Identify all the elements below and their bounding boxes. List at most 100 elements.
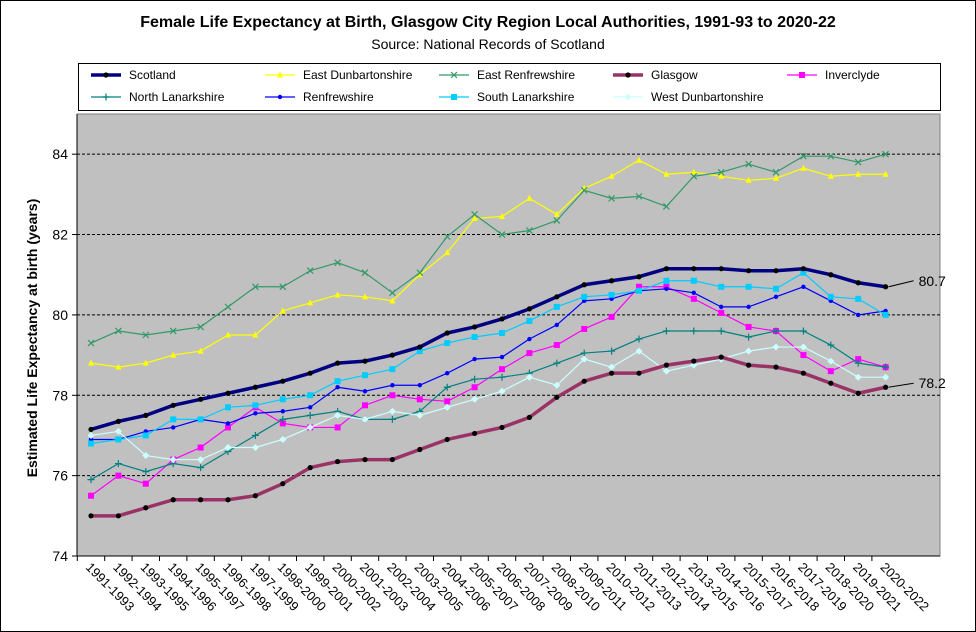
y-tick-label: 82 [52,227,68,243]
data-point [799,327,807,335]
data-point [581,378,587,384]
series-line-renfrewshire [91,286,886,441]
data-point [691,290,696,296]
data-point [224,444,232,452]
data-point [580,349,588,357]
legend-label: West Dunbartonshire [651,90,764,104]
data-point [417,446,423,453]
data-point [115,472,122,479]
data-point [800,352,807,359]
data-point [225,421,231,426]
annotation-label: 80.7 [919,273,946,289]
data-point [416,269,424,277]
data-point [855,390,861,396]
data-point [472,324,478,330]
data-point [690,361,698,369]
data-point [443,403,451,411]
data-point [444,436,450,443]
data-point [251,431,259,439]
data-point [581,325,588,332]
data-point [115,363,122,370]
plot-area [76,113,941,557]
data-point [719,304,724,310]
data-point [800,370,807,376]
data-point [334,291,341,298]
data-point [526,194,533,201]
legend-label: East Dunbartonshire [303,68,413,82]
data-point [883,384,889,390]
data-point [855,356,862,363]
data-point [197,464,205,472]
data-point [580,355,588,363]
data-point [636,156,642,163]
data-point [444,330,450,336]
data-point [197,416,204,423]
data-point [746,304,751,310]
data-point [334,378,341,385]
data-point [883,284,889,290]
data-point [828,380,834,386]
y-tick-label: 74 [52,548,68,564]
data-point [662,367,670,375]
y-tick-label: 78 [52,387,68,403]
data-point [526,306,533,312]
data-point [690,168,697,175]
data-point [169,456,177,464]
data-point [445,370,450,376]
data-point [451,94,457,100]
data-point [745,160,753,168]
data-point [471,384,478,391]
data-point [251,444,259,452]
data-point [417,344,423,350]
data-point [362,402,368,409]
data-point [636,287,642,294]
data-point [443,383,451,391]
data-point [225,331,231,338]
data-point [690,327,698,335]
data-point [114,327,122,335]
data-point [197,444,204,451]
chart-subtitle: Source: National Records of Scotland [371,36,605,52]
data-point [334,259,342,267]
data-point [306,423,314,431]
data-point [253,411,258,416]
data-point [307,299,314,306]
chart-title: Female Life Expectancy at Birth, Glasgow… [140,14,836,31]
data-point [553,303,560,310]
data-point [390,383,395,388]
legend-item-north-lanarkshire: North Lanarkshire [89,88,259,106]
data-point [553,210,560,217]
data-point [636,274,642,280]
data-point [170,416,177,423]
data-point [690,277,697,284]
data-point [499,212,505,219]
data-point [635,335,643,343]
data-point [102,93,110,101]
data-point [335,385,340,390]
series-west-dunbartonshire [87,343,890,464]
data-point [279,435,287,443]
data-point [88,426,94,433]
data-point [663,266,670,272]
data-point [718,266,724,272]
data-point [471,211,479,218]
data-point [444,340,451,347]
data-point [827,172,834,179]
chart-legend: Scotland East Dunbartonshire East Renfrews… [78,63,941,111]
data-point [114,460,122,468]
data-point [718,283,725,290]
data-point [718,309,725,316]
data-point [801,284,806,289]
data-point [608,313,615,320]
data-point [608,363,616,371]
legend-label: East Renfrewshire [477,68,576,82]
data-point [252,402,259,409]
data-point [416,271,423,278]
data-point [553,342,560,349]
data-point [800,266,807,272]
data-point [335,458,341,465]
data-point [800,164,807,171]
legend-item-renfrewshire: Renfrewshire [263,88,433,106]
data-point [828,272,834,278]
data-point [361,415,369,423]
